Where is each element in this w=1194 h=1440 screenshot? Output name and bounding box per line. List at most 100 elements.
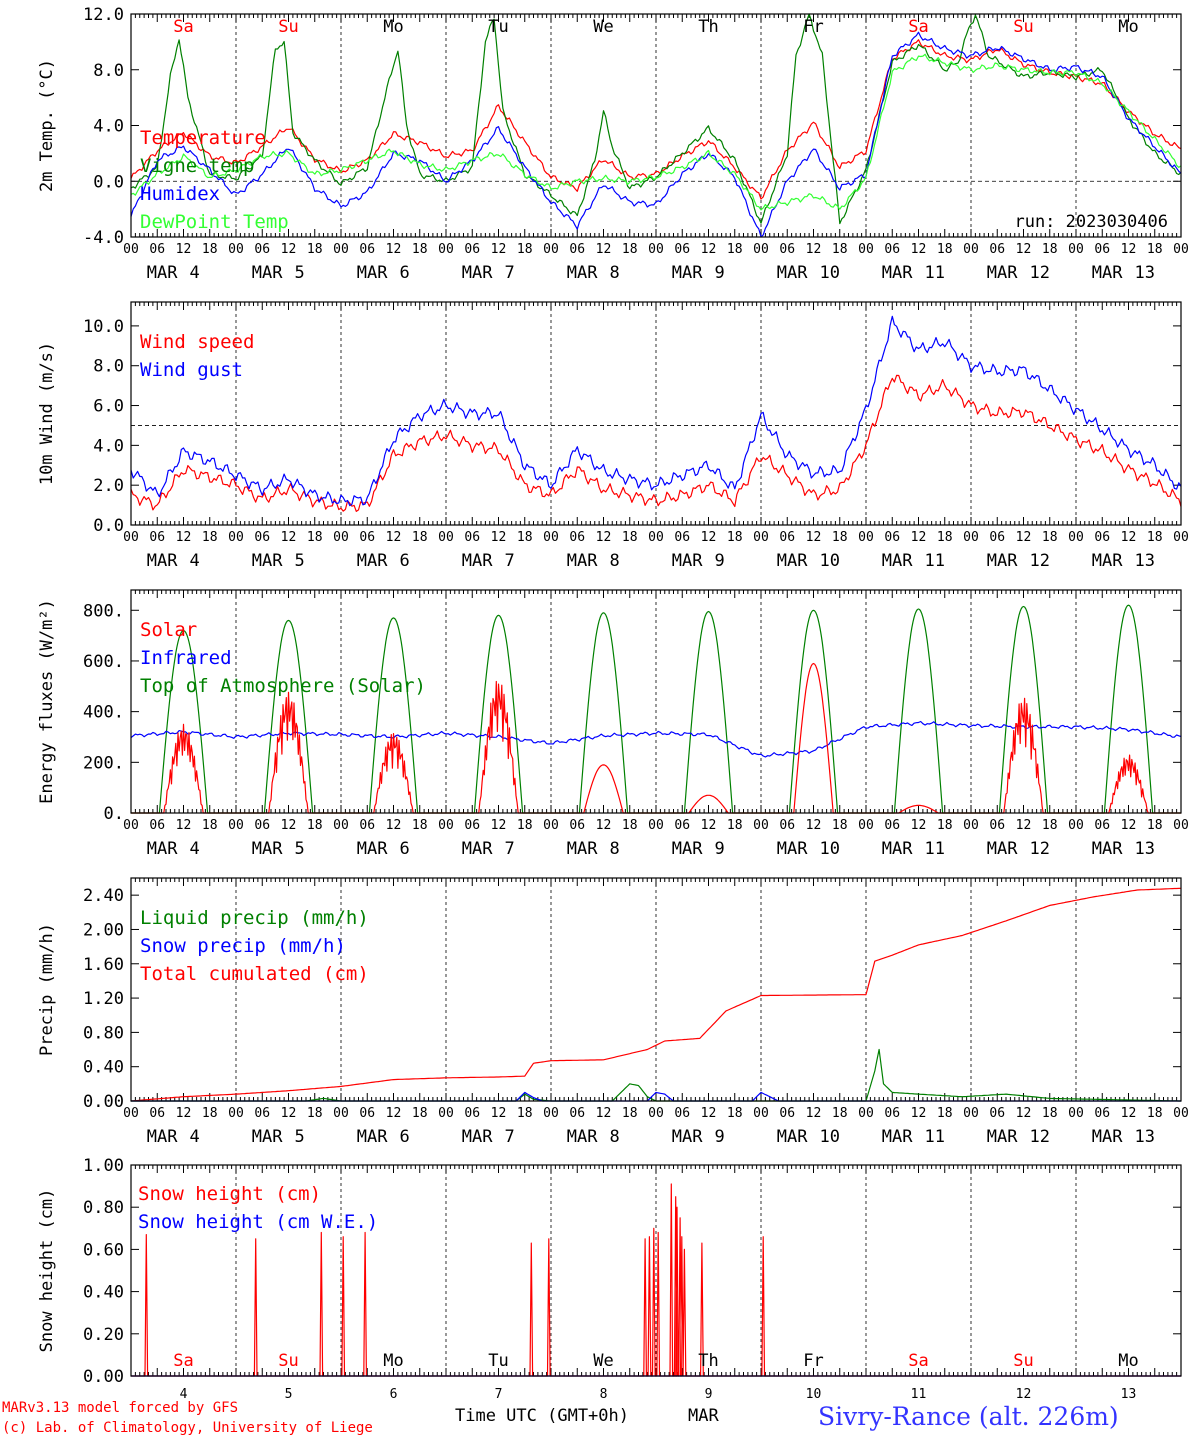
x-tick-label: 06: [254, 1106, 270, 1121]
x-tick-label: 12: [176, 530, 192, 545]
date-label-day: 5: [295, 263, 305, 283]
x-tick-label: 06: [359, 818, 375, 833]
date-label-month: MAR: [357, 839, 388, 859]
x-tick-label: 18: [727, 818, 743, 833]
y-tick-label: 2.00: [83, 920, 124, 940]
y-tick-label: 6.0: [93, 397, 124, 417]
y-axis-label: Snow height (cm): [37, 1189, 57, 1353]
y-tick-label: 4.0: [93, 436, 124, 456]
x-tick-label: 12: [386, 818, 402, 833]
x-tick-label: 18: [307, 818, 323, 833]
y-tick-label: -4.0: [83, 228, 124, 248]
x-tick-label: 12: [386, 1106, 402, 1121]
x-tick-label: 00: [228, 818, 244, 833]
weekday-label: We: [593, 17, 613, 37]
x-tick-label: 06: [464, 530, 480, 545]
x-tick-label: 12: [1016, 1106, 1032, 1121]
x-tick-label: 06: [779, 818, 795, 833]
x-tick-label: 00: [648, 818, 664, 833]
date-label-day: 13: [1135, 263, 1155, 283]
date-label-month: MAR: [147, 263, 178, 283]
date-label-day: 10: [806, 1387, 822, 1402]
date-label-day: 11: [925, 551, 945, 571]
date-label-day: 11: [925, 1127, 945, 1147]
y-tick-label: 0.40: [83, 1283, 124, 1303]
x-tick-label: 06: [149, 530, 165, 545]
legend-wind-gust: Wind gust: [140, 359, 243, 381]
date-label-month: MAR: [147, 551, 178, 571]
x-tick-label: 18: [412, 530, 428, 545]
weekday-label: Mo: [1118, 1351, 1138, 1371]
plot-frame: [130, 589, 1182, 814]
x-tick-label: 06: [989, 818, 1005, 833]
x-tick-label: 06: [989, 242, 1005, 257]
x-tick-label: 18: [202, 530, 218, 545]
x-tick-label: 18: [517, 1106, 533, 1121]
date-label-day: 4: [190, 839, 200, 859]
date-label-day: 4: [190, 551, 200, 571]
x-tick-label: 00: [333, 818, 349, 833]
date-label-day: 13: [1135, 1127, 1155, 1147]
x-tick-label: 18: [832, 1106, 848, 1121]
series-wind-gust: [130, 315, 1182, 507]
x-tick-label: 12: [701, 242, 717, 257]
x-tick-label: 12: [701, 818, 717, 833]
date-label-month: MAR: [987, 1127, 1018, 1147]
x-tick-label: 00: [1173, 818, 1189, 833]
legend-snow-height-cm-w-e-: Snow height (cm W.E.): [138, 1211, 378, 1233]
chart-panel-4: 0.00 0.40 0.80 1.20 1.60 2.00 2.40 Precip (mm/h…: [37, 877, 1189, 1147]
weekday-label: Su: [278, 1351, 298, 1371]
weekday-label: Sa: [908, 17, 928, 37]
y-tick-label: 0.: [104, 804, 124, 824]
date-label-month: MAR: [1092, 839, 1123, 859]
y-axis-label: 10m Wind (m/s): [37, 342, 57, 485]
x-tick-label: 00: [228, 242, 244, 257]
x-tick-label: 18: [622, 818, 638, 833]
x-tick-label: 18: [1147, 242, 1163, 257]
x-tick-label: 00: [543, 1106, 559, 1121]
weekday-label: Su: [1013, 1351, 1033, 1371]
y-tick-label: 1.20: [83, 989, 124, 1009]
legend-temperature: Temperature: [140, 127, 266, 149]
legend-total-cumulated-cm-: Total cumulated (cm): [140, 963, 369, 985]
weekday-label: Mo: [383, 1351, 403, 1371]
x-tick-label: 00: [753, 818, 769, 833]
series-infrared: [130, 720, 1182, 758]
x-tick-label: 00: [543, 242, 559, 257]
weekday-label: Fr: [803, 1351, 823, 1371]
date-label-month: MAR: [252, 1127, 283, 1147]
x-tick-label: 06: [674, 1106, 690, 1121]
x-tick-label: 06: [254, 242, 270, 257]
x-tick-label: 00: [123, 818, 139, 833]
x-tick-label: 18: [1042, 242, 1058, 257]
x-tick-label: 00: [1068, 818, 1084, 833]
plot-frame: [130, 877, 1182, 1102]
date-label-day: 13: [1135, 839, 1155, 859]
date-label-day: 9: [715, 1127, 725, 1147]
x-tick-label: 12: [701, 1106, 717, 1121]
x-tick-label: 18: [727, 1106, 743, 1121]
x-tick-label: 00: [753, 242, 769, 257]
x-tick-label: 12: [176, 1106, 192, 1121]
date-label-day: 4: [190, 1127, 200, 1147]
date-label-day: 13: [1121, 1387, 1137, 1402]
date-label-month: MAR: [882, 839, 913, 859]
y-tick-label: 0.20: [83, 1325, 124, 1345]
x-tick-label: 12: [911, 818, 927, 833]
date-label-month: MAR: [987, 263, 1018, 283]
legend-vigne-temp: Vigne temp: [140, 155, 254, 177]
y-tick-label: 400.: [83, 703, 124, 723]
date-label-day: 9: [715, 263, 725, 283]
date-label-month: MAR: [987, 839, 1018, 859]
legend-solar: Solar: [140, 619, 197, 641]
legend-humidex: Humidex: [140, 183, 220, 205]
x-tick-label: 12: [1121, 1106, 1137, 1121]
date-label-month: MAR: [147, 1127, 178, 1147]
x-tick-label: 06: [989, 1106, 1005, 1121]
plot-frame: [130, 301, 1182, 526]
credit-line-2: (c) Lab. of Climatology, University of L…: [2, 1420, 373, 1436]
x-tick-label: 00: [123, 530, 139, 545]
y-tick-label: 4.0: [93, 117, 124, 137]
x-tick-label: 18: [307, 530, 323, 545]
x-tick-label: 00: [1173, 1106, 1189, 1121]
